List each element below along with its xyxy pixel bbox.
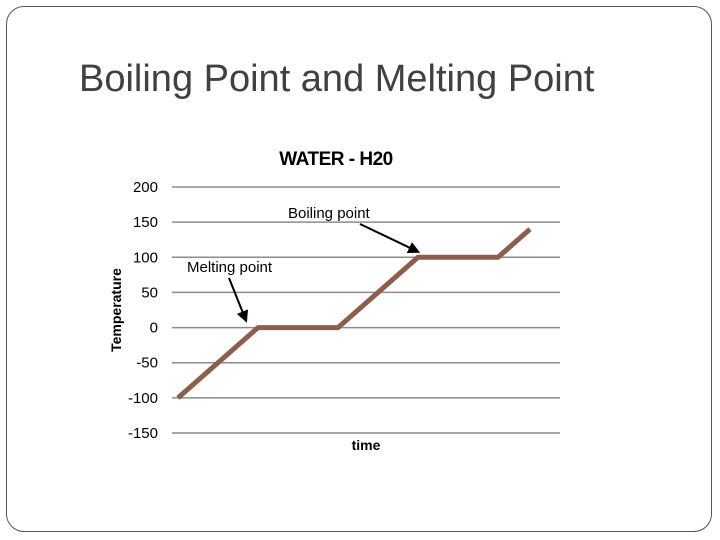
annotations: Melting point Boiling point [187,205,421,323]
y-tick-label: -100 [128,390,158,407]
y-tick-labels: 200 150 100 50 0 -50 -100 -150 [128,179,158,442]
melting-point-arrow [228,277,249,323]
y-tick-label: 100 [133,249,158,266]
slide-frame [6,6,712,532]
temperature-series-line [176,227,532,400]
boiling-point-arrow [359,223,421,253]
chart-title: WATER - H20 [279,149,392,170]
y-tick-label: 200 [133,179,158,196]
y-tick-label: 150 [133,214,158,231]
series-group [176,227,532,400]
y-tick-label: -50 [136,355,158,372]
y-tick-label: -150 [128,425,158,442]
y-tick-label: 0 [150,320,158,337]
x-axis-label: time [352,437,381,453]
gridlines [172,186,560,434]
boiling-point-label: Boiling point [288,205,371,222]
y-axis-label: Temperature [108,268,124,352]
melting-point-label: Melting point [187,259,273,276]
y-tick-label: 50 [141,284,158,301]
slide-title: Boiling Point and Melting Point [79,58,595,100]
